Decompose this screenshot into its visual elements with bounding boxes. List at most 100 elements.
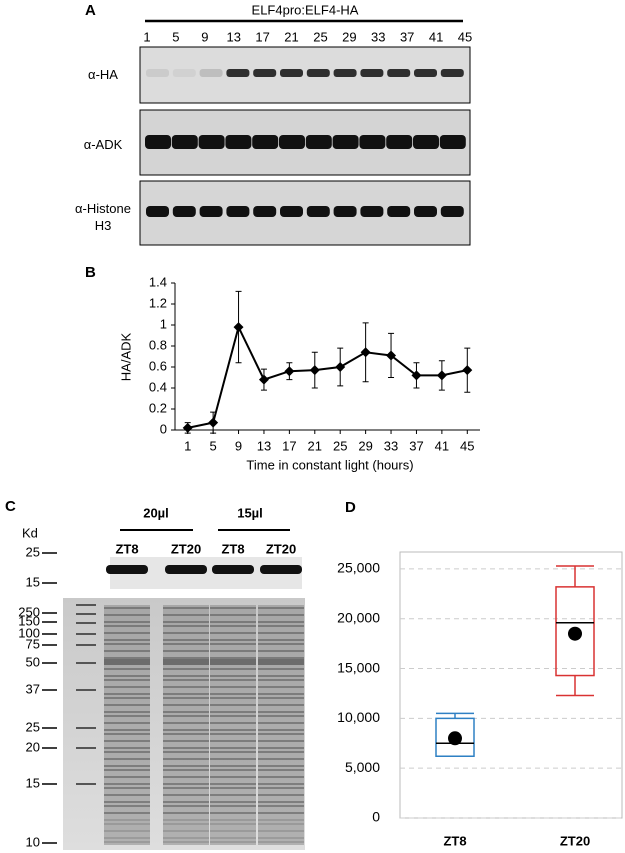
y-tick-label: 1	[160, 316, 167, 331]
band	[172, 206, 196, 217]
y-tick-label: 10,000	[337, 709, 380, 725]
marker-label: 250	[18, 604, 40, 619]
band	[146, 69, 169, 77]
y-tick-label: 0.2	[149, 400, 167, 415]
band	[253, 69, 277, 77]
row-label: α-HA	[88, 67, 118, 82]
band	[387, 69, 411, 77]
band	[413, 135, 439, 149]
x-tick-label: 9	[235, 438, 242, 453]
x-tick-label: 1	[184, 438, 191, 453]
marker	[258, 374, 269, 385]
marker-label: 10	[26, 834, 40, 849]
marker-label: 15	[26, 574, 40, 589]
x-tick-label: 17	[282, 438, 296, 453]
band	[306, 206, 330, 217]
panel-label: D	[345, 499, 356, 516]
marker-label: 20	[26, 739, 40, 754]
band	[165, 565, 207, 574]
panel-label: C	[5, 498, 16, 515]
band	[199, 206, 223, 217]
marker-label: 50	[26, 654, 40, 669]
band	[439, 135, 466, 149]
x-tick-label: 25	[333, 438, 347, 453]
y-tick-label: 1.2	[149, 295, 167, 310]
row-label: α-Histone H3	[75, 201, 131, 233]
lane-label: 29	[342, 29, 356, 44]
marker-label: 150	[18, 613, 40, 628]
y-tick-label: 0.6	[149, 358, 167, 373]
x-tick-label: ZT8	[443, 833, 466, 848]
marker-label: 100	[18, 625, 40, 640]
y-tick-label: 20,000	[337, 609, 380, 625]
row-label: α-ADK	[83, 137, 123, 152]
band	[106, 565, 148, 574]
band	[252, 135, 279, 149]
band	[280, 206, 303, 217]
band	[306, 69, 330, 77]
band	[225, 135, 252, 149]
marker	[462, 365, 473, 376]
band	[359, 135, 386, 149]
band	[145, 135, 171, 149]
band	[279, 135, 305, 149]
lane-label: 25	[313, 29, 327, 44]
band	[387, 206, 411, 217]
band	[414, 69, 437, 77]
marker	[284, 366, 295, 377]
panel-label: B	[85, 264, 96, 281]
lane-label: ZT8	[115, 541, 138, 556]
lane-label: 5	[172, 29, 179, 44]
lane-label: 1	[143, 29, 150, 44]
lane-label: 9	[201, 29, 208, 44]
lane-smear	[104, 605, 150, 845]
group-label: 15µl	[237, 505, 263, 520]
band	[172, 69, 196, 77]
lane-label: 13	[226, 29, 240, 44]
band	[253, 206, 277, 217]
band	[146, 206, 169, 217]
x-tick-label: 37	[409, 438, 423, 453]
lane-label: 21	[284, 29, 298, 44]
marker	[182, 422, 193, 433]
gel-bands	[76, 565, 304, 845]
marker	[360, 347, 371, 358]
x-axis-title: Time in constant light (hours)	[246, 457, 413, 472]
lane-label: 33	[371, 29, 385, 44]
band	[305, 135, 332, 149]
marker	[436, 370, 447, 381]
x-tick-label: 29	[358, 438, 372, 453]
band	[226, 69, 250, 77]
y-axis-title: HA/ADK	[118, 332, 133, 381]
marker-label: 15	[26, 775, 40, 790]
x-tick-label: 33	[384, 438, 398, 453]
y-tick-label: 1.4	[149, 274, 167, 289]
lane-smear	[210, 605, 256, 845]
lane-label: ZT20	[266, 541, 296, 556]
marker-label: 25	[26, 544, 40, 559]
plot-frame	[399, 551, 623, 819]
band	[333, 206, 357, 217]
marker-label: 75	[26, 636, 40, 651]
band	[171, 135, 198, 149]
marker-label: 25	[26, 719, 40, 734]
construct-label: ELF4pro:ELF4-HA	[252, 2, 359, 17]
y-tick-label: 0.4	[149, 379, 167, 394]
y-tick-label: 15,000	[337, 659, 380, 675]
marker	[309, 365, 320, 376]
band	[360, 206, 384, 217]
band	[440, 206, 464, 217]
band	[360, 69, 384, 77]
band	[280, 69, 303, 77]
lane-label: ZT20	[171, 541, 201, 556]
y-tick-label: 5,000	[345, 759, 380, 775]
x-tick-label: ZT20	[560, 833, 590, 848]
x-tick-label: 41	[435, 438, 449, 453]
band	[414, 206, 437, 217]
box	[555, 586, 595, 677]
band	[212, 565, 254, 574]
unit-label: Kd	[22, 525, 38, 540]
panel-label: A	[85, 2, 96, 19]
x-tick-label: 45	[460, 438, 474, 453]
